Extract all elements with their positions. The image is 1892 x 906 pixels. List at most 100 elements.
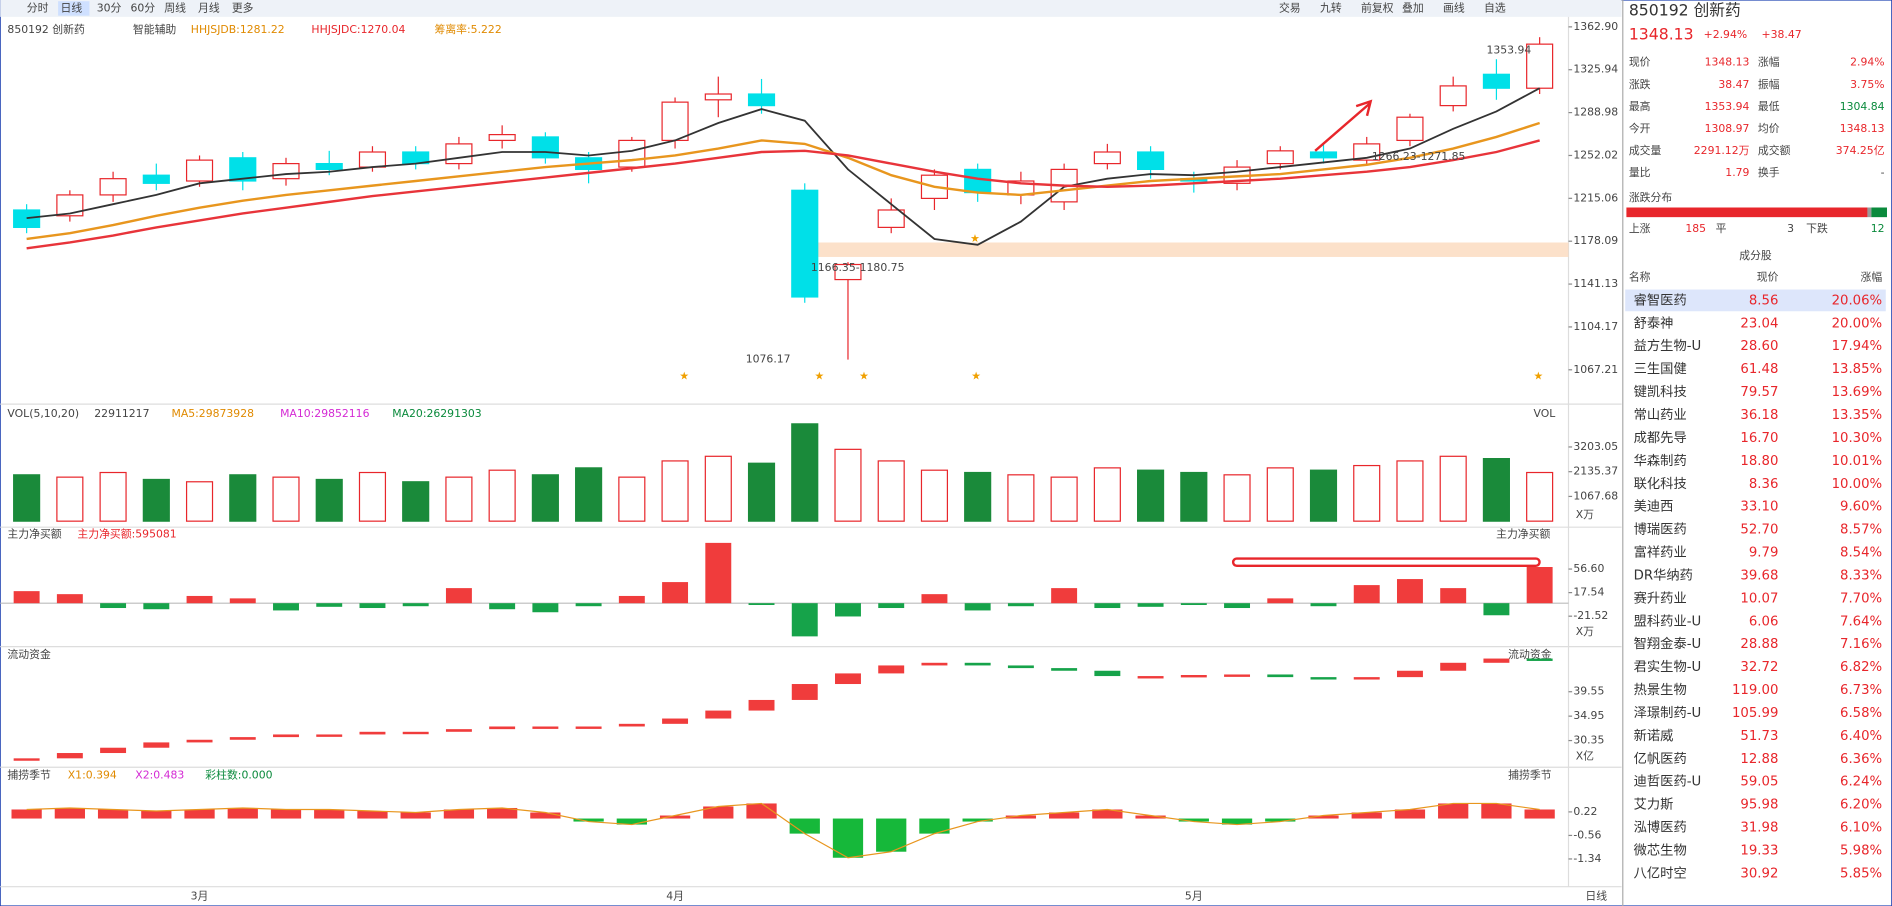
stock-name: 三生国健: [1634, 361, 1687, 377]
liquidity-bar: [56, 753, 83, 759]
stock-price: 10.07: [1740, 591, 1778, 606]
volume-bar: [1137, 469, 1165, 522]
liquidity-bar: [143, 742, 170, 748]
volume-bar: [877, 460, 905, 522]
stock-pct: 5.85%: [1840, 866, 1882, 881]
quote-value: 1308.97: [1705, 122, 1750, 135]
y-tick-label: -1.34: [1573, 852, 1601, 865]
stock-pct: 13.85%: [1832, 362, 1883, 377]
stock-pct: 8.54%: [1840, 546, 1882, 561]
tool-button: 前复权: [1361, 0, 1394, 14]
osc-bar: [1005, 815, 1037, 819]
netbuy-bar: [1526, 567, 1553, 604]
quote-label: 现价: [1629, 56, 1651, 69]
star-marker: ★: [970, 232, 980, 245]
panel-label: VOL: [1534, 407, 1556, 420]
volume-bar: [575, 467, 603, 522]
quote-value: 1348.13: [1840, 122, 1885, 135]
star-marker: ★: [971, 369, 981, 382]
liquidity-bar: [1137, 676, 1164, 679]
y-tick-label: -21.52: [1573, 609, 1608, 622]
x-tick-label: 5月: [1185, 889, 1203, 902]
stock-price: 119.00: [1732, 683, 1778, 698]
liquidity-bar: [1267, 674, 1294, 678]
quote-value: 1348.13: [1705, 56, 1750, 69]
volume-bar: [1439, 455, 1467, 522]
breadth-label: 平: [1716, 222, 1727, 235]
stock-price: 33.10: [1740, 500, 1778, 515]
volume-bar: [142, 478, 170, 522]
netbuy-bar: [1007, 603, 1034, 607]
stock-pct: 10.01%: [1832, 454, 1883, 469]
stock-price: 28.88: [1740, 637, 1778, 652]
y-tick-label: 30.35: [1573, 734, 1604, 747]
netbuy-bar: [229, 598, 256, 604]
panel-value: 彩柱数:0.000: [205, 768, 272, 782]
liquidity-bar: [100, 747, 127, 754]
quote-value: 1353.94: [1705, 100, 1750, 113]
liquidity-bar: [13, 758, 40, 761]
quote-value: 2291.12万: [1694, 144, 1750, 157]
volume-bar: [1266, 467, 1294, 522]
stock-name: 睿智医药: [1634, 292, 1687, 308]
netbuy-bar: [532, 603, 559, 613]
liquidity-bar: [273, 734, 299, 738]
volume-bar: [618, 476, 646, 522]
netbuy-bar: [878, 603, 905, 609]
tool-button: 画线: [1443, 0, 1465, 14]
stock-name: 华森制药: [1634, 453, 1687, 469]
liquidity-bar: [1526, 658, 1553, 661]
tab: 周线: [164, 0, 186, 14]
volume-bar: [1309, 469, 1338, 522]
quote-pct: +2.94%: [1704, 28, 1748, 41]
candle-body: [229, 157, 257, 182]
stock-pct: 17.94%: [1832, 339, 1883, 354]
candle-body: [1309, 151, 1338, 159]
price-annotation: 1166.35-1180.75: [811, 261, 905, 274]
stock-pct: 6.10%: [1840, 821, 1882, 836]
candle-body: [747, 93, 776, 107]
osc-bar: [1481, 803, 1512, 819]
panel-value: X1:0.394: [68, 769, 117, 782]
liquidity-bar: [1440, 662, 1467, 671]
panel-title: 捕捞季节: [7, 768, 51, 782]
osc-bar: [703, 806, 734, 819]
stock-name: 富祥药业: [1634, 544, 1687, 561]
indicator-value: HHJSJDB:1281.22: [191, 23, 285, 36]
tool-button: 自选: [1484, 1, 1506, 14]
breadth-label: 下跌: [1806, 221, 1828, 235]
netbuy-bar: [705, 542, 732, 604]
stock-price: 8.56: [1749, 293, 1779, 308]
candle-body: [1093, 151, 1121, 165]
netbuy-bar: [316, 603, 343, 607]
netbuy-bar: [273, 603, 299, 611]
osc-bar: [1394, 809, 1426, 819]
volume-bar: [1223, 474, 1251, 522]
osc-bar: [530, 812, 561, 819]
osc-bar: [746, 803, 777, 819]
stock-pct: 6.24%: [1840, 775, 1882, 790]
volume-bar: [747, 462, 776, 522]
tab-active: [58, 1, 90, 16]
netbuy-bar: [402, 603, 429, 607]
indicator-value: HHJSJDC:1270.04: [311, 23, 405, 36]
volume-bar: [56, 476, 84, 522]
breadth-label: 上涨: [1629, 222, 1651, 235]
toolbar: [0, 0, 1622, 17]
liquidity-bar: [1051, 668, 1078, 671]
panel-value: X2:0.483: [135, 769, 184, 782]
volume-bar: [1050, 476, 1078, 522]
osc-bar: [227, 807, 258, 819]
osc-bar: [573, 818, 604, 822]
y-tick-label: 17.54: [1573, 586, 1604, 599]
stock-price: 16.70: [1740, 431, 1778, 446]
netbuy-bar: [1094, 603, 1121, 609]
liquidity-bar: [445, 729, 472, 732]
quote-label: 振幅: [1758, 77, 1780, 91]
unit: X亿: [1576, 749, 1594, 762]
liquidity-bar: [532, 726, 559, 729]
volume-bar: [531, 474, 559, 522]
volume-bar: [1007, 474, 1035, 522]
candle-body: [1137, 151, 1165, 171]
volume-bar: [1396, 460, 1424, 522]
